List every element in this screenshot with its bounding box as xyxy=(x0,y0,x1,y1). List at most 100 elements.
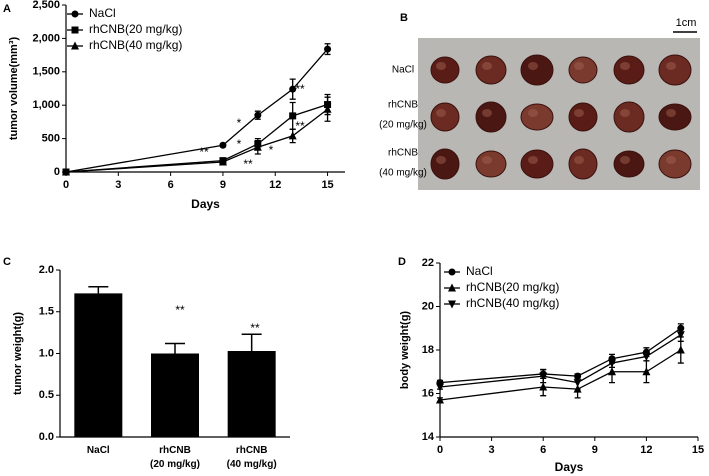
series-line xyxy=(65,48,329,173)
tumor-highlight xyxy=(666,109,676,117)
y-tick-label: 16 xyxy=(422,387,434,399)
x-tick-label: 12 xyxy=(640,444,652,456)
x-tick-label: 15 xyxy=(321,179,333,191)
series-line xyxy=(65,103,328,173)
y-tick-label: 14 xyxy=(422,431,435,443)
tumor xyxy=(568,102,598,132)
row-label: NaCl xyxy=(392,65,414,76)
panel-label: B xyxy=(400,12,408,24)
point xyxy=(642,367,651,376)
point xyxy=(71,41,79,50)
x-tick-label: 0 xyxy=(437,444,443,456)
point xyxy=(642,353,651,362)
row-label: rhCNB xyxy=(388,100,418,111)
tumor-highlight xyxy=(574,62,584,70)
tumor xyxy=(568,148,598,180)
point xyxy=(539,382,548,391)
tumor-highlight xyxy=(436,109,446,117)
series-line xyxy=(439,349,682,401)
y-tick-label: 0 xyxy=(54,166,60,178)
tumor-highlight xyxy=(666,156,676,164)
tumor xyxy=(613,150,645,178)
tumor-highlight xyxy=(482,109,492,117)
y-axis-label: tumor volume(mm³) xyxy=(8,37,20,141)
tumor xyxy=(475,101,507,133)
tumor xyxy=(613,55,645,85)
tumor xyxy=(520,54,554,86)
x-tick-label: 9 xyxy=(592,444,598,456)
significance: ** xyxy=(295,82,305,96)
significance: ** xyxy=(243,157,253,171)
tumor-highlight xyxy=(574,109,584,117)
bar xyxy=(227,350,276,437)
y-tick-label: 2.0 xyxy=(39,264,54,276)
significance: ** xyxy=(175,303,185,317)
y-tick-label: 500 xyxy=(42,133,60,145)
x-tick-label: rhCNB (20 mg/kg) xyxy=(150,445,200,470)
tumor xyxy=(520,149,554,179)
legend-label: rhCNB(20 mg/kg) xyxy=(89,22,182,36)
x-tick-label: 15 xyxy=(692,444,704,456)
tumor-highlight xyxy=(482,62,492,70)
bar xyxy=(74,293,123,437)
tumor xyxy=(430,56,460,84)
tumor-highlight xyxy=(528,156,538,164)
point xyxy=(573,379,582,388)
point xyxy=(448,283,456,292)
point xyxy=(71,26,79,34)
series-line xyxy=(439,327,682,384)
point xyxy=(448,300,456,309)
point xyxy=(71,10,79,18)
tumor xyxy=(658,103,692,131)
tumor-highlight xyxy=(574,156,584,164)
legend-label: rhCNB(40 mg/kg) xyxy=(89,38,182,52)
panel-label: C xyxy=(3,256,11,268)
y-axis-label: body weight(g) xyxy=(399,311,411,390)
tumor-highlight xyxy=(620,109,630,117)
y-tick-label: 1.0 xyxy=(39,347,54,359)
point xyxy=(608,359,616,368)
photo xyxy=(418,38,700,190)
point xyxy=(539,372,548,381)
tumor-highlight xyxy=(620,156,630,164)
tumor xyxy=(475,55,507,85)
legend-label: rhCNB(40 mg/kg) xyxy=(466,296,559,310)
panel-label: A xyxy=(3,3,11,15)
tumor xyxy=(475,150,507,178)
scale-bar-label: 1cm xyxy=(676,17,697,29)
significance: * xyxy=(237,137,242,151)
tumor-highlight xyxy=(666,62,676,70)
x-tick-label: 0 xyxy=(63,179,69,191)
tumor-highlight xyxy=(482,156,492,164)
tumor-highlight xyxy=(436,156,446,164)
tumor-highlight xyxy=(528,62,538,70)
point xyxy=(676,345,685,354)
y-tick-label: 18 xyxy=(422,344,434,356)
legend-label: NaCl xyxy=(89,6,116,20)
tumors xyxy=(430,54,692,180)
point xyxy=(218,157,227,166)
y-tick-label: 0.5 xyxy=(39,389,54,401)
point xyxy=(676,331,685,340)
x-axis-label: Days xyxy=(191,197,220,211)
x-tick-label: 6 xyxy=(168,179,174,191)
y-tick-label: 1,000 xyxy=(32,99,60,111)
point xyxy=(254,111,262,119)
tumor xyxy=(430,148,460,180)
significance: * xyxy=(237,116,242,130)
series-line xyxy=(439,334,682,388)
point xyxy=(62,167,70,176)
x-tick-label: 12 xyxy=(269,179,281,191)
y-tick-label: 20 xyxy=(422,300,434,312)
x-tick-label: 6 xyxy=(540,444,546,456)
y-tick-label: 2,000 xyxy=(32,32,60,44)
row-label: rhCNB xyxy=(388,148,418,159)
point xyxy=(289,85,297,93)
significance: * xyxy=(269,143,274,157)
tumor xyxy=(658,149,692,179)
x-tick-label: 3 xyxy=(115,179,121,191)
point xyxy=(324,45,332,53)
error-bar xyxy=(241,333,262,351)
tumor xyxy=(520,103,554,131)
